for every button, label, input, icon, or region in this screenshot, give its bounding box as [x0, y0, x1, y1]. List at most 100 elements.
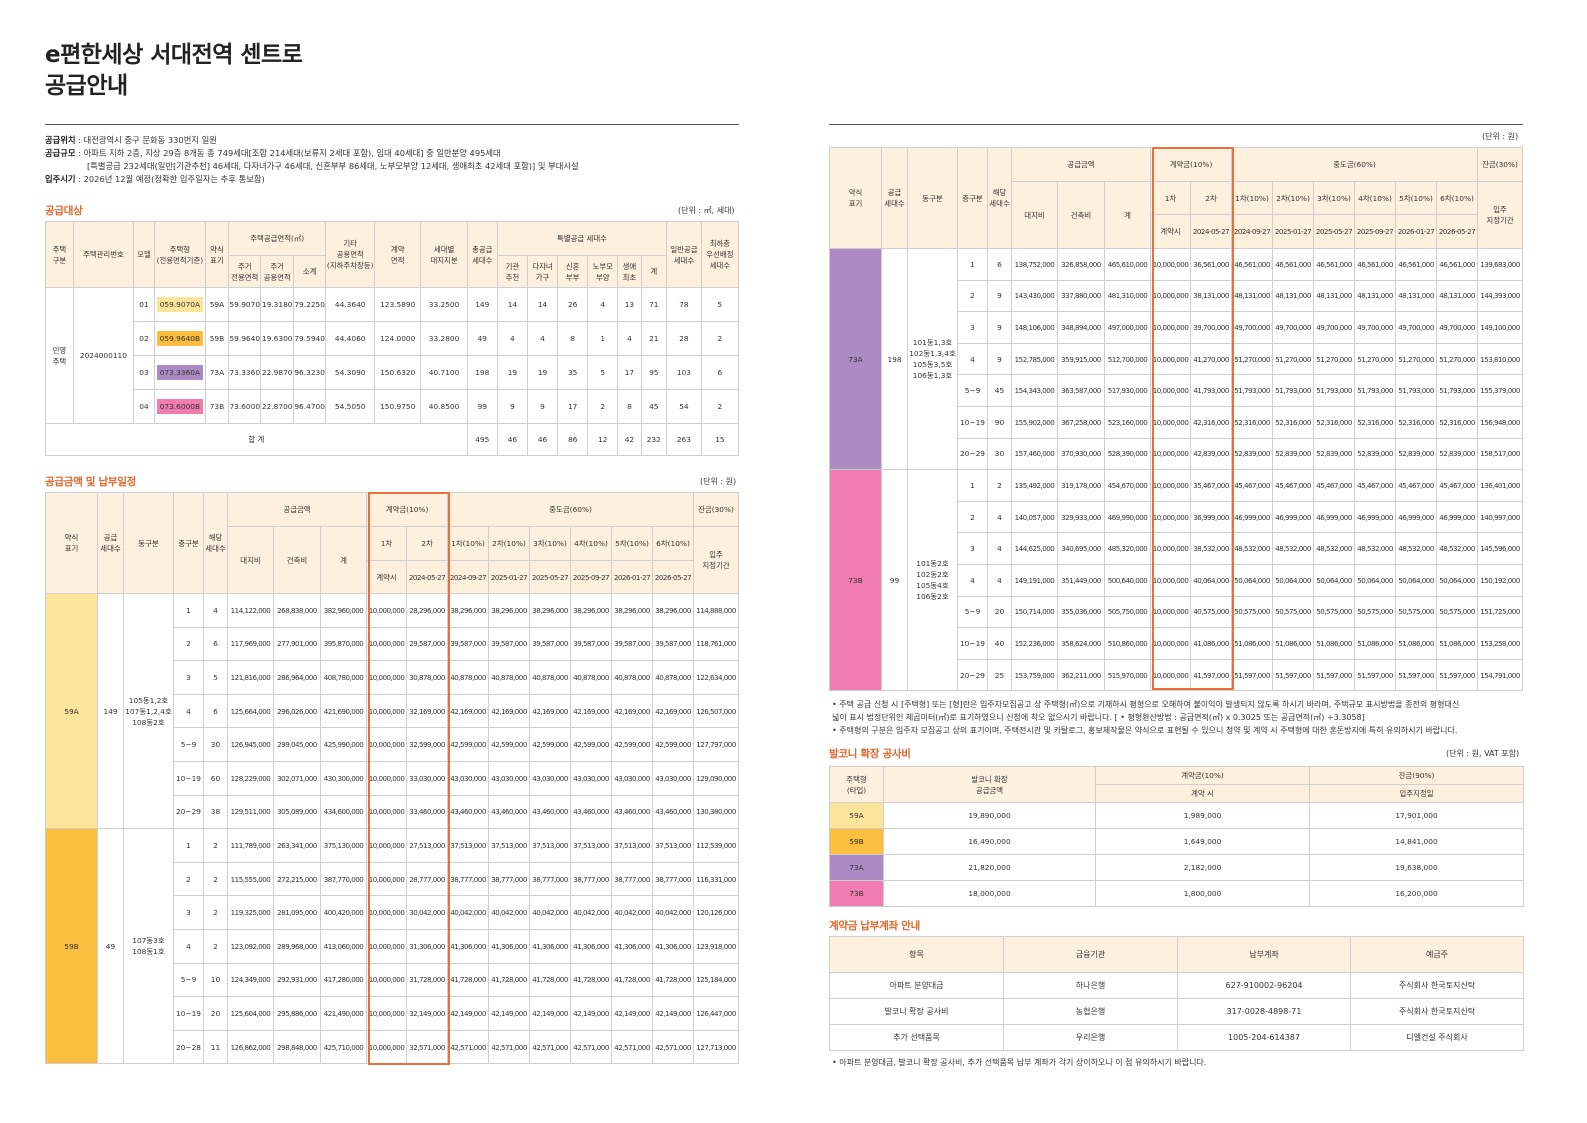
table-cell: 17 — [617, 355, 642, 390]
table-cell: 31,306,000 — [406, 928, 449, 964]
table-cell: 54.5050 — [325, 389, 376, 424]
table-row: 59B 16,490,000 1,649,000 14,841,000 — [829, 828, 1524, 855]
table-cell: 50,575,000 — [1354, 595, 1397, 629]
table-cell: 40,878,000 — [570, 660, 613, 695]
table-cell: 46,999,000 — [1272, 500, 1315, 534]
table-cell: 1,800,000 — [1095, 880, 1310, 907]
table-cell: 10,000,000 — [366, 895, 408, 930]
table-row: 20~29 25 153,759,000 362,211,000 515,970,000… — [830, 658, 1524, 692]
table-row: 아파트 분양대금 하나은행 627-910002-96204 주식회사 한국토지신탁 — [829, 972, 1524, 999]
table-cell: 454,670,000 — [1103, 469, 1152, 502]
table-header: 공급 세대수 — [881, 147, 908, 249]
table-cell: 42,149,000 — [652, 996, 695, 1031]
table-cell: 136,401,000 — [1477, 469, 1524, 502]
table-cell: 46,999,000 — [1436, 500, 1479, 534]
table-cell: 38,777,000 — [652, 861, 695, 897]
table-cell: 497,000,000 — [1103, 311, 1152, 344]
table-cell: 500,640,000 — [1103, 563, 1152, 597]
table-cell: 45,467,000 — [1313, 469, 1356, 502]
table-cell: 51,597,000 — [1354, 658, 1397, 692]
info-block: 공급위치 : 대전광역시 중구 문화동 330번지 일원 공급규모 : 아파트 … — [45, 134, 735, 186]
table-cell: 41,086,000 — [1190, 627, 1233, 660]
table-cell: 124.0000 — [374, 321, 422, 356]
type-abbr-cell: 59B — [45, 828, 98, 1065]
table-cell: 512,700,000 — [1103, 342, 1152, 376]
table-cell: 150,714,000 — [1011, 595, 1058, 629]
table-header: 건축비 — [1057, 181, 1105, 249]
table-row: 2 6 117,969,000 277,901,000 395,870,000 10,00… — [46, 626, 740, 662]
table-cell: 292,931,000 — [273, 962, 321, 998]
table-cell: 8 — [617, 389, 642, 424]
table-cell: 46,561,000 — [1231, 248, 1274, 281]
table-cell: 42,169,000 — [488, 693, 531, 729]
balcony-section-title: 발코니 확장 공사비 — [829, 748, 911, 760]
price-section-title: 공급금액 및 납부일정 — [45, 476, 136, 488]
table-cell: 302,071,000 — [273, 760, 321, 796]
table-cell: 111,789,000 — [227, 828, 274, 863]
table-cell: 148,106,000 — [1011, 311, 1058, 344]
table-cell: 43,460,000 — [611, 794, 654, 830]
info-scale: 공급규모 : 아파트 지하 2층, 지상 29층 8개동 총 749세대[조합 … — [45, 148, 501, 158]
table-header: 1차(10%) — [447, 526, 490, 561]
table-cell: 42,599,000 — [447, 727, 490, 762]
table-cell: 5~9 — [957, 374, 988, 407]
table-cell: 42,571,000 — [570, 1029, 613, 1065]
table-cell: 124,349,000 — [227, 962, 274, 998]
table-cell: 48,131,000 — [1313, 279, 1356, 313]
table-cell: 48,532,000 — [1436, 532, 1479, 565]
table-cell: 38,777,000 — [611, 861, 654, 897]
table-cell: 125,664,000 — [227, 693, 274, 729]
table-cell: 37,513,000 — [611, 828, 654, 863]
table-cell: 17,901,000 — [1309, 802, 1524, 829]
table-cell: 추가 선택품목 — [829, 1024, 1004, 1051]
table-header: 4차(10%) — [570, 526, 613, 561]
table-header: 2024-05-27 — [1190, 214, 1233, 249]
table-cell: 11 — [203, 1029, 228, 1065]
table-cell: 268,838,000 — [273, 593, 321, 628]
table-row: 5~9 20 150,714,000 355,036,000 505,750,000 10… — [830, 595, 1524, 629]
table-cell: 1 — [173, 828, 204, 863]
table-header: 공급금액 — [226, 492, 368, 527]
table-cell: 41,728,000 — [652, 962, 695, 998]
table-cell: 38,777,000 — [570, 861, 613, 897]
table-cell: 10,000,000 — [366, 828, 408, 863]
table-cell: 2 — [173, 861, 204, 897]
table-cell: 59A — [204, 287, 230, 322]
table-cell: 46,999,000 — [1231, 500, 1274, 534]
table-cell: 1 — [957, 469, 988, 502]
notes: • 주택 공급 신청 시 [주택형] 또는 [형]란은 입주자모집공고 상 주택… — [832, 700, 1460, 735]
table-cell: 40.7100 — [420, 355, 468, 390]
table-cell: 10,000,000 — [1150, 374, 1192, 407]
table-cell: 36,999,000 — [1190, 500, 1233, 534]
table-cell: 42,169,000 — [652, 693, 695, 729]
table-cell: 465,610,000 — [1103, 248, 1152, 281]
table-cell: 73A — [204, 355, 230, 390]
table-cell: 38,296,000 — [570, 593, 613, 628]
table-cell: 286,964,000 — [273, 660, 321, 695]
type-cell: 73A — [829, 854, 884, 881]
table-cell: 38 — [203, 794, 228, 830]
table-cell: 10,000,000 — [366, 593, 408, 628]
table-cell: 42,169,000 — [529, 693, 572, 729]
table-cell: 3 — [173, 895, 204, 930]
table-cell: 45 — [640, 389, 668, 424]
table-cell: 51,597,000 — [1231, 658, 1274, 692]
table-row: 3 9 148,106,000 348,894,000 497,000,000 10,00… — [830, 311, 1524, 344]
table-cell: 10,000,000 — [1150, 627, 1192, 660]
table-cell: 43,030,000 — [570, 760, 613, 796]
table-cell: 351,449,000 — [1057, 563, 1105, 597]
table-header: 2차(10%) — [1272, 181, 1315, 215]
table-cell: 37,513,000 — [447, 828, 490, 863]
table-cell: 326,858,000 — [1057, 248, 1105, 281]
table-cell: 120,126,000 — [693, 895, 740, 930]
table-cell: 42,149,000 — [570, 996, 613, 1031]
table-cell: 295,886,000 — [273, 996, 321, 1031]
table-cell: 42,599,000 — [570, 727, 613, 762]
table-cell: 127,713,000 — [693, 1029, 740, 1065]
table-cell: 387,770,000 — [319, 861, 368, 897]
table-cell: 2 — [587, 389, 619, 424]
table-row: 20~29 30 157,460,000 370,930,000 528,390,000… — [830, 437, 1524, 471]
table-row: 10~19 40 152,236,000 358,624,000 510,860,000… — [830, 627, 1524, 660]
table-cell: 19.3180 — [260, 287, 294, 322]
table-row: 59B 49 107동3호 108동1호 1 2 111,789,000 263,341,00… — [45, 828, 740, 1065]
